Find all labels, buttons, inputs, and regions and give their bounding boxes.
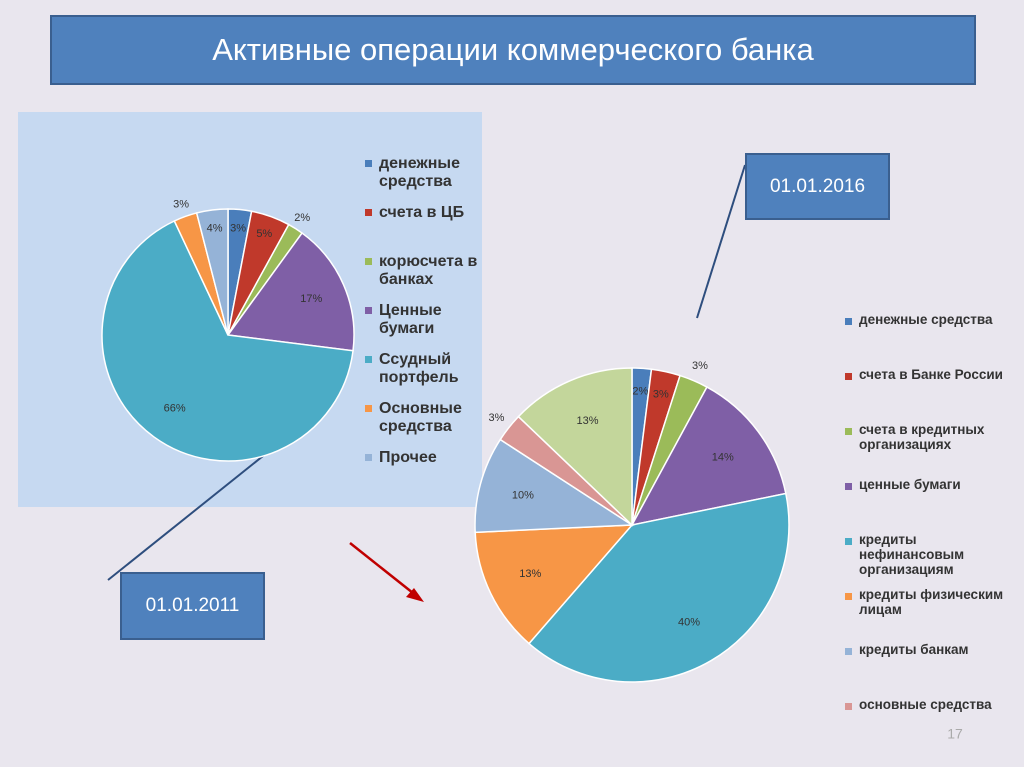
legend-swatch — [365, 160, 372, 167]
legend-item: основные средства — [845, 697, 1020, 752]
data-label: 3% — [653, 389, 669, 401]
legend-item: счета в кредитных организациях — [845, 422, 1020, 477]
arrow-head — [406, 588, 424, 602]
legend-label: счета в кредитных организациях — [859, 422, 985, 452]
legend-label: Основные средства — [379, 400, 462, 435]
data-label: 2% — [632, 386, 648, 398]
legend-swatch — [365, 307, 372, 314]
pie-slice — [630, 386, 787, 527]
title: Активные операции коммерческого банка — [50, 15, 976, 85]
data-label: 2% — [294, 212, 310, 224]
legend-label: счета в ЦБ — [379, 204, 465, 221]
data-label: 3% — [692, 360, 708, 372]
pie-slice — [527, 492, 790, 683]
connector — [107, 451, 269, 581]
legend-item: Прочее — [365, 449, 485, 498]
legend-swatch — [365, 209, 372, 216]
legend-swatch — [845, 648, 852, 655]
data-label: 13% — [519, 568, 541, 580]
arrow — [349, 542, 419, 598]
data-label: 3% — [173, 199, 189, 211]
pie-slice — [101, 219, 354, 462]
legend-swatch — [845, 318, 852, 325]
legend-label: кредиты нефинансовым организациям — [859, 532, 965, 577]
legend-label: ценные бумаги — [859, 477, 961, 492]
data-label: 4% — [207, 223, 223, 235]
data-label: 5% — [256, 228, 272, 240]
data-label: 17% — [300, 293, 322, 305]
legend-item: кредиты нефинансовым организациям — [845, 532, 1020, 587]
legend-item: денежные средства — [365, 155, 485, 204]
legend-item: корюсчета в банках — [365, 253, 485, 302]
legend-swatch — [845, 483, 852, 490]
data-label: 10% — [512, 489, 534, 501]
pie-slice — [474, 524, 634, 645]
legend-swatch — [365, 356, 372, 363]
legend-label: Ссудный портфель — [379, 351, 459, 386]
pie-slice — [226, 232, 355, 352]
legend-item: Основные средства — [365, 400, 485, 449]
date-label: 01.01.2011 — [120, 572, 265, 640]
legend-label: денежные средства — [859, 312, 993, 327]
legend-label: кредиты физическим лицам — [859, 587, 1004, 617]
legend-label: Прочее — [379, 449, 437, 466]
pie-slice — [474, 438, 635, 534]
legend-label: корюсчета в банках — [379, 253, 478, 288]
legend-item: денежные средства — [845, 312, 1020, 367]
legend-item: Ссудный портфель — [365, 351, 485, 400]
data-label: 3% — [230, 222, 246, 234]
legend-label: счета в Банке России — [859, 367, 1003, 382]
legend-swatch — [845, 428, 852, 435]
legend-item: ценные бумаги — [845, 477, 1020, 532]
legend-item: кредиты банкам — [845, 642, 1020, 697]
legend-label: Ценные бумаги — [379, 302, 442, 337]
pie-slice — [517, 367, 633, 527]
legend-swatch — [845, 373, 852, 380]
legend-swatch — [845, 703, 852, 710]
legend-swatch — [365, 258, 372, 265]
legend-swatch — [365, 454, 372, 461]
legend: денежные средства счета в Банке России сче… — [845, 312, 1020, 752]
date-label: 01.01.2016 — [745, 153, 890, 220]
legend-item: Ценные бумаги — [365, 302, 485, 351]
legend-swatch — [845, 593, 852, 600]
pie-slice — [195, 208, 229, 336]
data-label: 40% — [678, 617, 700, 629]
connector — [696, 164, 746, 319]
page-number: 17 — [947, 726, 963, 742]
legend-swatch — [365, 405, 372, 412]
legend-item: кредиты физическим лицам — [845, 587, 1020, 642]
data-label: 13% — [577, 415, 599, 427]
legend-label: основные средства — [859, 697, 992, 712]
data-label: 66% — [164, 402, 186, 414]
legend: денежные средства счета в ЦБ корюсчета в б… — [365, 155, 485, 498]
legend-label: денежные средства — [379, 155, 460, 190]
legend-item: счета в Банке России — [845, 367, 1020, 422]
data-label: 14% — [712, 452, 734, 464]
legend-label: кредиты банкам — [859, 642, 969, 657]
legend-swatch — [845, 538, 852, 545]
legend-item: счета в ЦБ — [365, 204, 485, 253]
data-label: 3% — [489, 412, 505, 424]
